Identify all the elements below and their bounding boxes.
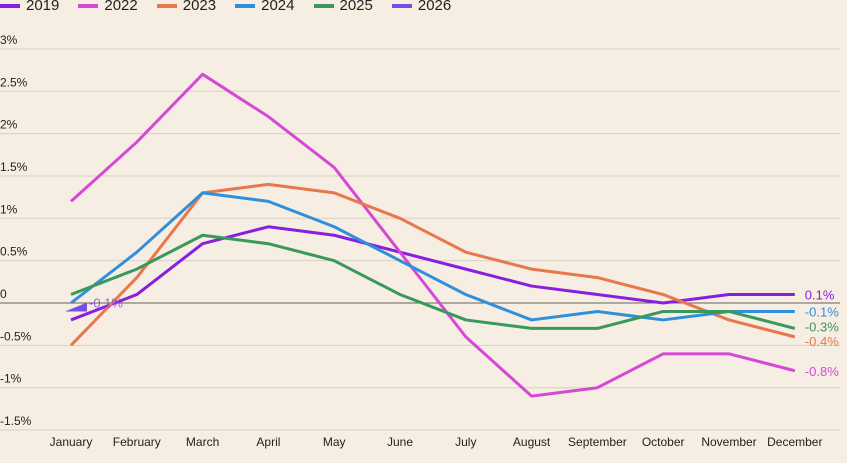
- end-label-2024: -0.1%: [805, 304, 839, 319]
- y-tick-label: 1.5%: [0, 160, 28, 174]
- y-tick-label: 2.5%: [0, 75, 28, 89]
- x-tick-label: April: [256, 435, 280, 449]
- x-tick-label: September: [568, 435, 627, 449]
- legend-swatch: [156, 3, 177, 8]
- y-tick-label: 0: [0, 287, 7, 301]
- y-tick-label: -1.5%: [0, 414, 32, 428]
- x-tick-label: December: [767, 435, 822, 449]
- legend-label: 2024: [261, 0, 295, 14]
- y-tick-label: -0.5%: [0, 329, 32, 343]
- legend-item-2025: 2025: [313, 0, 373, 14]
- y-tick-label: 0.5%: [0, 245, 28, 259]
- series-line-2024: [70, 191, 795, 322]
- y-tick-label: 2%: [0, 118, 18, 132]
- x-tick-label: July: [455, 435, 476, 449]
- legend-swatch: [313, 3, 334, 8]
- legend-item-2024: 2024: [235, 0, 295, 14]
- legend-label: 2025: [339, 0, 373, 14]
- end-label-2026: -0.1%: [89, 295, 123, 310]
- series-line-2022: [69, 72, 796, 398]
- legend-item-2023: 2023: [156, 0, 217, 14]
- end-label-2022: -0.8%: [805, 364, 839, 379]
- legend-label: 2019: [26, 0, 60, 14]
- legend-label: 2023: [182, 0, 217, 14]
- end-label-2025: -0.3%: [805, 319, 839, 334]
- x-tick-label: February: [113, 435, 161, 449]
- y-tick-label: 3%: [0, 33, 18, 47]
- x-tick-label: March: [186, 435, 219, 449]
- y-tick-label: -1%: [0, 372, 22, 386]
- end-label-2023: -0.4%: [805, 334, 839, 349]
- series-marker-2026: [65, 302, 87, 312]
- legend-swatch: [78, 3, 99, 8]
- x-tick-label: June: [387, 435, 413, 449]
- legend-swatch: [235, 3, 256, 8]
- x-tick-label: August: [513, 435, 551, 449]
- series-line-2019: [70, 225, 795, 322]
- legend-swatch: [391, 3, 412, 8]
- x-tick-label: January: [50, 435, 93, 449]
- chart-legend: 2019 2022 2023 2024 2025 2026: [0, 0, 470, 14]
- series-line-2023: [69, 182, 796, 347]
- legend-item-2019: 2019: [0, 0, 59, 14]
- x-tick-label: May: [323, 435, 346, 449]
- series-line-2025: [70, 233, 796, 330]
- y-tick-label: 1%: [0, 202, 18, 216]
- legend-label: 2022: [104, 0, 138, 14]
- legend-item-2026: 2026: [391, 0, 452, 14]
- legend-item-2022: 2022: [78, 0, 138, 14]
- end-label-2019: 0.1%: [805, 288, 835, 303]
- x-tick-label: October: [642, 435, 685, 449]
- legend-swatch: [0, 3, 20, 8]
- legend-label: 2026: [417, 0, 452, 14]
- x-tick-label: November: [701, 435, 756, 449]
